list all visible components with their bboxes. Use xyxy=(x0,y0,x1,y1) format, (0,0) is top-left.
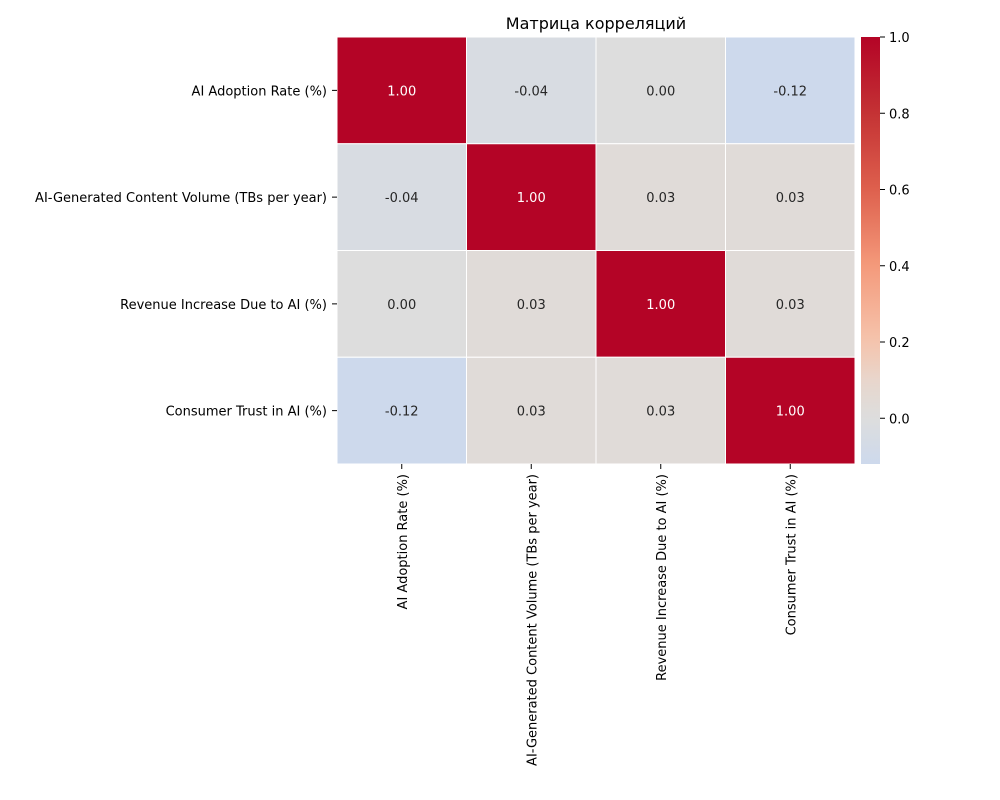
heatmap-cell xyxy=(466,250,597,358)
colorbar-tick-label: 0.2 xyxy=(889,336,910,351)
heatmap-cell xyxy=(725,250,856,358)
heatmap-cell xyxy=(725,143,856,251)
cell-value-label: -0.12 xyxy=(385,405,419,420)
cell-value-label: 1.00 xyxy=(517,191,546,206)
colorbar-ticks: 0.0 0.2 0.4 0.6 0.8 1.0 xyxy=(880,31,910,427)
cell-value-label: 0.03 xyxy=(776,298,805,313)
cell-value-label: -0.12 xyxy=(773,84,807,99)
row-label: Revenue Increase Due to AI (%) xyxy=(120,298,327,313)
cell-value-label: 0.03 xyxy=(646,405,675,420)
heatmap-cell xyxy=(466,36,597,145)
cell-value-label: 0.03 xyxy=(517,405,546,420)
cell-value-label: 1.00 xyxy=(646,298,675,313)
heatmap-cell xyxy=(595,356,726,465)
heatmap-cell xyxy=(336,356,467,465)
heatmap-cell xyxy=(725,36,856,145)
cell-value-label: -0.04 xyxy=(385,191,419,206)
row-label: AI-Generated Content Volume (TBs per yea… xyxy=(35,191,327,206)
row-labels: AI Adoption Rate (%) AI-Generated Content… xyxy=(35,84,337,420)
column-label: AI Adoption Rate (%) xyxy=(396,474,411,609)
cell-value-label: 0.00 xyxy=(387,298,416,313)
colorbar: 0.0 0.2 0.4 0.6 0.8 1.0 xyxy=(861,31,910,464)
colorbar-gradient xyxy=(861,37,880,464)
column-labels: AI Adoption Rate (%) AI-Generated Content… xyxy=(396,464,799,766)
colorbar-tick-label: 0.0 xyxy=(889,412,910,427)
colorbar-tick-label: 1.0 xyxy=(889,31,910,46)
row-label: AI Adoption Rate (%) xyxy=(192,84,327,99)
row-label: Consumer Trust in AI (%) xyxy=(166,405,327,420)
cell-value-label: 0.00 xyxy=(646,84,675,99)
heatmap-cell xyxy=(336,143,467,251)
heatmap-cells xyxy=(336,36,856,465)
cell-value-label: -0.04 xyxy=(514,84,548,99)
heatmap-cell xyxy=(336,36,467,145)
heatmap-cell xyxy=(595,36,726,145)
cell-value-label: 1.00 xyxy=(776,405,805,420)
heatmap-cell xyxy=(725,356,856,465)
heatmap-cell xyxy=(466,143,597,251)
heatmap-cell xyxy=(466,356,597,465)
cell-value-label: 0.03 xyxy=(646,191,675,206)
colorbar-tick-label: 0.4 xyxy=(889,260,910,275)
heatmap-cell-labels: 1.00 -0.04 0.00 -0.12 -0.04 1.00 0.03 0.03 0.00 0… xyxy=(385,84,807,419)
cell-value-label: 0.03 xyxy=(776,191,805,206)
colorbar-tick-label: 0.6 xyxy=(889,184,910,199)
chart-title: Матрица корреляций xyxy=(506,14,686,33)
column-label: AI-Generated Content Volume (TBs per yea… xyxy=(525,474,540,766)
column-label: Consumer Trust in AI (%) xyxy=(784,474,799,635)
cell-value-label: 1.00 xyxy=(387,84,416,99)
cell-value-label: 0.03 xyxy=(517,298,546,313)
column-label: Revenue Increase Due to AI (%) xyxy=(655,474,670,681)
colorbar-tick-label: 0.8 xyxy=(889,107,910,122)
